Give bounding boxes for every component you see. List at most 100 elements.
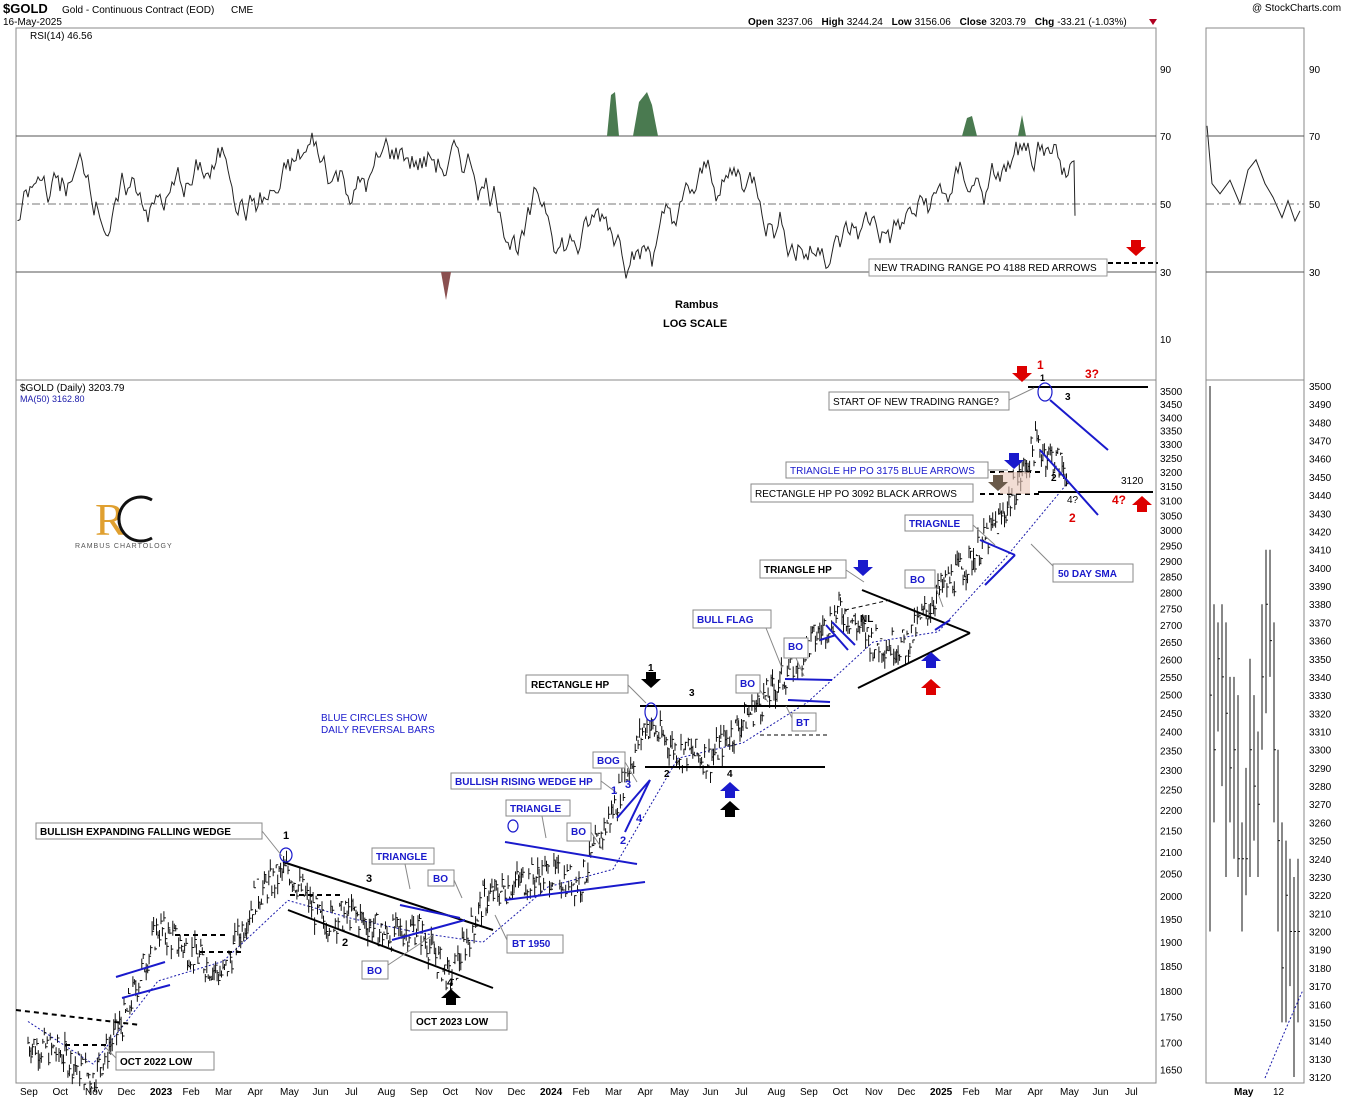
rsi-overbought-fill bbox=[607, 92, 1026, 136]
side-rsi-tick-50: 50 bbox=[1309, 200, 1321, 211]
callout-triangle2: TRIANGLE bbox=[510, 804, 561, 815]
price-tick: 2350 bbox=[1160, 746, 1183, 757]
price-tick: 2650 bbox=[1160, 638, 1183, 649]
time-tick: 2025 bbox=[930, 1087, 953, 1098]
side-price-tick: 3490 bbox=[1309, 400, 1332, 411]
price-tick: 2750 bbox=[1160, 605, 1183, 616]
blue-up-arrow-icon bbox=[921, 652, 941, 668]
price-tick: 2250 bbox=[1160, 786, 1183, 797]
instrument-name: Gold - Continuous Contract (EOD) bbox=[62, 5, 214, 16]
svg-text:3: 3 bbox=[689, 688, 695, 699]
callout-bt1950: BT 1950 bbox=[512, 939, 551, 950]
time-tick: Aug bbox=[768, 1087, 786, 1098]
time-tick: May bbox=[670, 1087, 689, 1098]
side-rsi-tick-30: 30 bbox=[1309, 268, 1321, 279]
target-zone bbox=[1000, 472, 1030, 494]
side-price-tick: 3310 bbox=[1309, 728, 1332, 739]
blue-circles-note-2: DAILY REVERSAL BARS bbox=[321, 725, 435, 736]
rsi-oversold-fill bbox=[441, 272, 451, 300]
nl-label: NL bbox=[860, 614, 873, 625]
callout-bt: BT bbox=[796, 718, 809, 729]
svg-text:2: 2 bbox=[342, 937, 348, 949]
price-tick: 3400 bbox=[1160, 413, 1183, 424]
price-tick: 3500 bbox=[1160, 387, 1183, 398]
price-tick: 2800 bbox=[1160, 588, 1183, 599]
time-tick: Dec bbox=[118, 1087, 136, 1098]
side-price-tick: 3140 bbox=[1309, 1037, 1332, 1048]
side-price-tick: 3240 bbox=[1309, 855, 1332, 866]
callout-rect-hp: RECTANGLE HP bbox=[531, 680, 609, 691]
svg-text:1: 1 bbox=[1040, 373, 1045, 383]
time-tick: Apr bbox=[248, 1087, 264, 1098]
thin-dashed-levels bbox=[760, 599, 891, 736]
side-price-tick: 3470 bbox=[1309, 437, 1332, 448]
side-price-tick: 3440 bbox=[1309, 491, 1332, 502]
chart-date: 16-May-2025 bbox=[3, 17, 62, 28]
side-price-tick: 3480 bbox=[1309, 418, 1332, 429]
side-price-tick: 3180 bbox=[1309, 964, 1332, 975]
side-price-tick: 3130 bbox=[1309, 1055, 1332, 1066]
range-note-box bbox=[868, 258, 1108, 277]
time-tick: Sep bbox=[410, 1087, 428, 1098]
time-tick: Jul bbox=[735, 1087, 748, 1098]
price-tick: 2100 bbox=[1160, 848, 1183, 859]
side-price-tick: 3390 bbox=[1309, 582, 1332, 593]
time-tick: Nov bbox=[865, 1087, 883, 1098]
side-rsi-tick-70: 70 bbox=[1309, 132, 1321, 143]
svg-text:4: 4 bbox=[636, 813, 643, 825]
price-tick: 2150 bbox=[1160, 827, 1183, 838]
ma-label: MA(50) 3162.80 bbox=[20, 394, 85, 404]
callout-bull-flag: BULL FLAG bbox=[697, 615, 754, 626]
range-note: NEW TRADING RANGE PO 4188 RED ARROWS bbox=[874, 263, 1097, 274]
side-price-tick: 3380 bbox=[1309, 600, 1332, 611]
side-price-tick: 3210 bbox=[1309, 909, 1332, 920]
time-tick: Feb bbox=[183, 1087, 201, 1098]
price-tick: 2700 bbox=[1160, 621, 1183, 632]
rambus-logo: R RAMBUS CHARTOLOGY bbox=[75, 494, 172, 550]
price-tick: 2450 bbox=[1160, 709, 1183, 720]
price-tick: 2950 bbox=[1160, 541, 1183, 552]
price-tick: 3150 bbox=[1160, 482, 1183, 493]
callout-bog: BOG bbox=[597, 756, 620, 767]
rsi-note-rambus: Rambus bbox=[675, 299, 718, 311]
side-price-tick: 3160 bbox=[1309, 1000, 1332, 1011]
down-triangle-icon bbox=[1149, 19, 1157, 25]
time-tick: 2023 bbox=[150, 1087, 173, 1098]
rsi-note-log: LOG SCALE bbox=[663, 318, 727, 330]
price-tick: 1750 bbox=[1160, 1012, 1183, 1023]
price-tick: 1950 bbox=[1160, 915, 1183, 926]
blue-up-arrow-icon bbox=[720, 782, 740, 798]
callout-bo5: BO bbox=[788, 642, 803, 653]
time-tick: Mar bbox=[215, 1087, 233, 1098]
side-price-tick: 3420 bbox=[1309, 527, 1332, 538]
callout-oct2023: OCT 2023 LOW bbox=[416, 1017, 489, 1028]
callout-triangle-hp: TRIANGLE HP bbox=[764, 565, 832, 576]
svg-text:R: R bbox=[95, 494, 126, 545]
svg-text:2: 2 bbox=[664, 769, 670, 780]
side-price-tick: 3270 bbox=[1309, 800, 1332, 811]
price-frame bbox=[15, 379, 1157, 1084]
price-tick: 2550 bbox=[1160, 673, 1183, 684]
side-price-tick: 3190 bbox=[1309, 946, 1332, 957]
rsi-tick-30: 30 bbox=[1160, 268, 1172, 279]
time-tick: Oct bbox=[833, 1087, 849, 1098]
callout-bo3: BO bbox=[571, 827, 586, 838]
callout-bo4: BO bbox=[740, 679, 755, 690]
time-tick: Oct bbox=[443, 1087, 459, 1098]
svg-text:3?: 3? bbox=[1085, 367, 1099, 381]
red-up-arrow-icon bbox=[921, 679, 941, 695]
side-price-tick: 3220 bbox=[1309, 891, 1332, 902]
time-tick: Mar bbox=[995, 1087, 1013, 1098]
callout-bo2: BO bbox=[367, 966, 382, 977]
side-price-tick: 3200 bbox=[1309, 928, 1332, 939]
svg-text:1: 1 bbox=[283, 830, 289, 842]
time-tick: Dec bbox=[508, 1087, 526, 1098]
price-tick: 1700 bbox=[1160, 1039, 1183, 1050]
rsi-line bbox=[17, 132, 1076, 279]
price-tick: 3350 bbox=[1160, 427, 1183, 438]
time-tick: Nov bbox=[475, 1087, 493, 1098]
svg-text:4?: 4? bbox=[1067, 495, 1079, 506]
black-down-arrow-icon bbox=[641, 672, 661, 688]
price-tick: 2300 bbox=[1160, 766, 1183, 777]
side-price-tick: 3500 bbox=[1309, 382, 1332, 393]
